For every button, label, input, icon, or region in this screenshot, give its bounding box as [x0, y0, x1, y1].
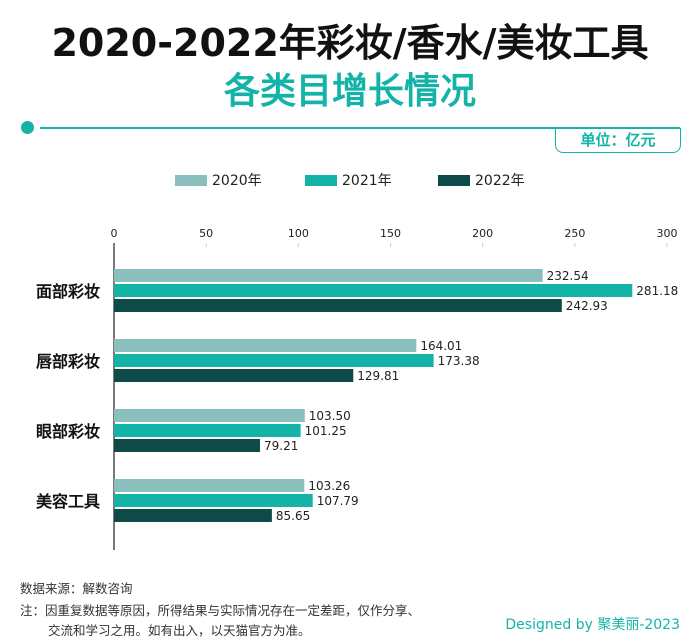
unit-label: 单位：亿元 — [555, 128, 681, 153]
chart-subtitle: 各类目增长情况 — [223, 71, 476, 112]
data-label: 79.21 — [264, 439, 298, 453]
divider — [40, 127, 680, 129]
data-label: 129.81 — [357, 369, 399, 383]
category-label: 面部彩妆 — [36, 282, 100, 301]
legend-swatch — [175, 174, 207, 186]
data-label: 281.18 — [636, 284, 678, 298]
data-label: 232.54 — [547, 269, 589, 283]
bar — [114, 494, 313, 507]
data-label: 103.50 — [309, 409, 351, 423]
data-label: 107.79 — [317, 494, 359, 508]
data-label: 173.38 — [438, 354, 480, 368]
x-tick-label: 100 — [288, 227, 309, 240]
legend-item: 2022年 — [438, 170, 525, 190]
bar — [114, 369, 354, 382]
source-note: 数据来源：解数咨询 — [20, 581, 133, 596]
legend-label: 2020年 — [212, 173, 262, 189]
data-label: 242.93 — [566, 299, 608, 313]
data-label: 85.65 — [276, 509, 310, 523]
category-label: 唇部彩妆 — [36, 352, 100, 371]
chart-title: 2020-2022年彩妆/香水/美妆工具 — [51, 21, 649, 65]
x-tick-label: 300 — [657, 227, 678, 240]
category-label: 眼部彩妆 — [36, 422, 100, 441]
x-tick-label: 250 — [564, 227, 585, 240]
bar — [114, 509, 272, 522]
bar — [114, 339, 417, 352]
legend-label: 2022年 — [475, 173, 525, 189]
bar — [114, 269, 543, 282]
legend-item: 2020年 — [175, 170, 262, 190]
bar — [114, 354, 434, 367]
bar — [114, 299, 562, 312]
data-label: 103.26 — [308, 479, 350, 493]
bar — [114, 284, 633, 297]
bar — [114, 424, 301, 437]
x-tick-label: 150 — [380, 227, 401, 240]
decor-dot — [21, 121, 34, 134]
x-tick-label: 0 — [111, 227, 118, 240]
legend-label: 2021年 — [342, 173, 392, 189]
disclaimer-line-1: 注：因重复数据等原因，所得结果与实际情况存在一定差距，仅作分享、 — [20, 603, 421, 618]
x-tick-label: 50 — [199, 227, 213, 240]
credit: Designed by 聚美丽-2023 — [505, 617, 680, 633]
x-tick-label: 200 — [472, 227, 493, 240]
legend-swatch — [305, 174, 337, 186]
legend-swatch — [438, 174, 470, 186]
bar — [114, 479, 305, 492]
bar — [114, 409, 305, 422]
data-label: 164.01 — [420, 339, 462, 353]
data-label: 101.25 — [305, 424, 347, 438]
bar — [114, 439, 261, 452]
disclaimer-line-2: 交流和学习之用。如有出入，以天猫官方为准。 — [48, 623, 311, 638]
legend-item: 2021年 — [305, 170, 392, 190]
category-label: 美容工具 — [36, 492, 100, 511]
